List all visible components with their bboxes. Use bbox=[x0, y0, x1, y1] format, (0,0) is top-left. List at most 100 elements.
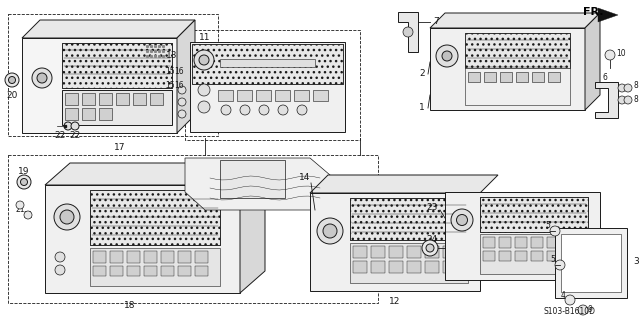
Circle shape bbox=[403, 27, 413, 37]
Bar bbox=[110, 266, 123, 276]
Text: 1: 1 bbox=[419, 103, 425, 113]
Bar bbox=[555, 228, 627, 298]
Text: 2: 2 bbox=[419, 70, 425, 78]
Bar bbox=[500, 72, 512, 82]
Text: 20: 20 bbox=[6, 92, 18, 100]
Circle shape bbox=[16, 201, 24, 209]
Text: 12: 12 bbox=[389, 298, 401, 307]
Text: 3: 3 bbox=[633, 257, 639, 266]
Text: 8: 8 bbox=[634, 95, 638, 105]
Bar bbox=[8, 155, 378, 303]
Text: 14: 14 bbox=[300, 174, 310, 182]
Bar bbox=[483, 237, 495, 248]
Bar bbox=[516, 72, 528, 82]
Bar bbox=[192, 44, 343, 84]
Circle shape bbox=[278, 105, 288, 115]
Circle shape bbox=[198, 101, 210, 113]
Circle shape bbox=[317, 218, 343, 244]
Bar bbox=[99, 108, 112, 120]
Polygon shape bbox=[22, 20, 195, 38]
Bar bbox=[499, 251, 511, 261]
Bar bbox=[127, 266, 140, 276]
Bar bbox=[275, 90, 290, 101]
Text: 15: 15 bbox=[165, 68, 175, 77]
Circle shape bbox=[624, 96, 632, 104]
Bar bbox=[531, 237, 543, 248]
Bar bbox=[45, 185, 240, 293]
Bar bbox=[371, 246, 385, 258]
Bar bbox=[480, 197, 588, 232]
Circle shape bbox=[550, 226, 560, 236]
Text: 6: 6 bbox=[603, 73, 607, 83]
Circle shape bbox=[565, 295, 575, 305]
Bar bbox=[443, 261, 457, 273]
Bar bbox=[90, 248, 220, 286]
Bar bbox=[350, 198, 468, 240]
Polygon shape bbox=[177, 20, 195, 133]
Bar bbox=[350, 243, 468, 283]
Polygon shape bbox=[45, 163, 265, 185]
Circle shape bbox=[605, 50, 615, 60]
Bar bbox=[62, 90, 172, 125]
Bar bbox=[483, 251, 495, 261]
Text: 5: 5 bbox=[545, 221, 550, 231]
Circle shape bbox=[64, 122, 72, 130]
Text: 16: 16 bbox=[174, 68, 184, 77]
Bar bbox=[547, 237, 559, 248]
Circle shape bbox=[451, 209, 473, 231]
Circle shape bbox=[624, 84, 632, 92]
Bar bbox=[389, 261, 403, 273]
Text: 19: 19 bbox=[19, 167, 29, 176]
Bar bbox=[192, 44, 343, 84]
Bar bbox=[465, 33, 570, 105]
Circle shape bbox=[240, 105, 250, 115]
Bar bbox=[310, 193, 480, 291]
Text: 5: 5 bbox=[550, 256, 556, 264]
Bar bbox=[430, 28, 585, 110]
Bar bbox=[178, 266, 191, 276]
Bar bbox=[82, 108, 95, 120]
Circle shape bbox=[55, 252, 65, 262]
Bar bbox=[62, 43, 172, 88]
Circle shape bbox=[54, 204, 80, 230]
Circle shape bbox=[60, 210, 74, 224]
Text: 4: 4 bbox=[561, 291, 565, 300]
Circle shape bbox=[436, 45, 458, 67]
Text: 22: 22 bbox=[54, 130, 66, 139]
Bar bbox=[90, 190, 220, 245]
Polygon shape bbox=[398, 12, 418, 52]
Polygon shape bbox=[310, 175, 498, 193]
Bar bbox=[480, 234, 588, 274]
Bar bbox=[499, 237, 511, 248]
Circle shape bbox=[198, 84, 210, 96]
Bar bbox=[515, 237, 527, 248]
Text: 10: 10 bbox=[616, 49, 626, 58]
Bar bbox=[425, 246, 439, 258]
Bar bbox=[443, 246, 457, 258]
Text: 15: 15 bbox=[165, 80, 175, 90]
Bar bbox=[116, 93, 129, 105]
Circle shape bbox=[456, 214, 467, 226]
Bar bbox=[353, 261, 367, 273]
Text: 13: 13 bbox=[166, 50, 178, 60]
Bar bbox=[144, 251, 157, 263]
Bar bbox=[190, 42, 345, 132]
Circle shape bbox=[297, 105, 307, 115]
Bar bbox=[90, 190, 220, 245]
Text: 18: 18 bbox=[124, 300, 136, 309]
Bar bbox=[532, 72, 544, 82]
Bar bbox=[220, 59, 315, 67]
Text: 21: 21 bbox=[15, 205, 25, 214]
Circle shape bbox=[221, 105, 231, 115]
Circle shape bbox=[199, 55, 209, 65]
Text: S103-B1610D: S103-B1610D bbox=[544, 308, 596, 316]
Bar bbox=[93, 251, 106, 263]
Circle shape bbox=[618, 96, 626, 104]
Polygon shape bbox=[585, 13, 600, 110]
Bar bbox=[561, 234, 621, 292]
Bar bbox=[65, 93, 78, 105]
Text: 8: 8 bbox=[634, 81, 638, 91]
Circle shape bbox=[426, 244, 434, 252]
Bar bbox=[99, 93, 112, 105]
Bar bbox=[547, 251, 559, 261]
